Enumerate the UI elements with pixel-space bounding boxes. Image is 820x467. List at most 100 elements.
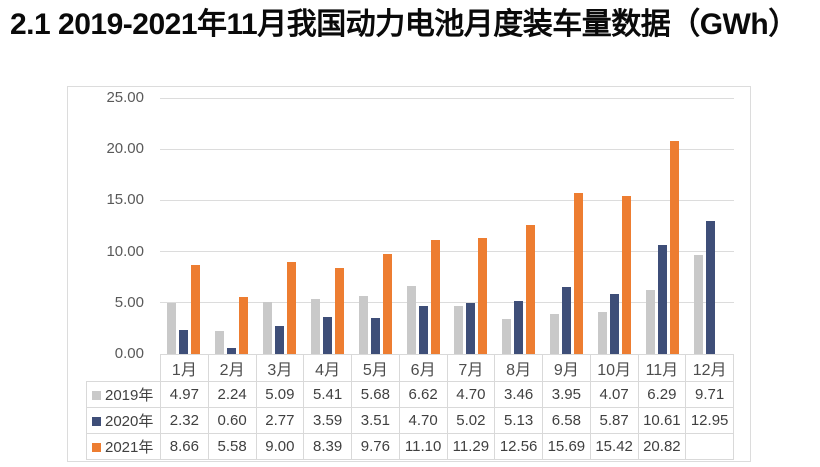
month-header-cell: 7月 (446, 354, 496, 382)
chart-bar (215, 331, 225, 354)
month-header-cell: 4月 (303, 354, 352, 382)
month-header-cell: 5月 (351, 354, 400, 382)
chart-bar (574, 193, 584, 354)
gridline (160, 199, 734, 201)
series-label-cell: 2019年 (86, 381, 161, 408)
legend-color-swatch (92, 417, 101, 426)
chart-bar (562, 287, 572, 354)
chart-bar (454, 306, 464, 354)
series-row: 2021年 8.66 5.58 9.00 8.39 9.76 11.10 11.29 12.56… (86, 433, 734, 460)
chart-bar (322, 317, 332, 354)
value-cell: 4.70 (398, 407, 448, 434)
value-cell: 4.07 (589, 381, 639, 408)
series-row: 2019年 4.97 2.24 5.09 5.41 5.68 6.62 4.70 3.46 3.9… (86, 381, 734, 408)
month-header-cell: 11月 (637, 354, 687, 382)
chart-bar (705, 221, 715, 354)
chart-bar (514, 301, 524, 354)
value-cell: 3.59 (303, 407, 352, 434)
value-cell: 5.13 (494, 407, 543, 434)
value-cell: 3.95 (542, 381, 591, 408)
month-header-cell: 9月 (542, 354, 591, 382)
month-header-cell: 3月 (255, 354, 305, 382)
value-cell: 4.97 (160, 381, 209, 408)
y-axis-tick-label: 5.00 (114, 293, 144, 311)
value-cell: 9.00 (255, 433, 305, 460)
chart-bar (502, 319, 512, 354)
chart-bar (227, 348, 237, 354)
chart-bar (550, 314, 560, 354)
value-cell (685, 433, 734, 460)
value-cell: 11.10 (398, 433, 448, 460)
month-header-row: 1月 2月 3月 4月 5月 6月 7月 8月 9月 10月 11月 12月 (87, 354, 734, 382)
month-header-cell: 12月 (685, 354, 734, 382)
value-cell: 2.32 (160, 407, 209, 434)
value-cell: 5.09 (255, 381, 305, 408)
value-cell: 3.46 (494, 381, 543, 408)
chart-bar (334, 268, 344, 354)
legend-color-swatch (92, 391, 101, 400)
month-header-cell: 2月 (207, 354, 257, 382)
gridline (160, 97, 734, 99)
chart-bar (526, 225, 536, 354)
value-cell: 5.68 (351, 381, 400, 408)
gridline (160, 148, 734, 150)
chart-bar (287, 262, 297, 354)
y-axis-tick-label: 10.00 (106, 242, 144, 260)
value-cell: 11.29 (446, 433, 496, 460)
page-title: 2.1 2019-2021年11月我国动力电池月度装车量数据（GWh） (10, 8, 798, 41)
value-cell: 8.39 (303, 433, 352, 460)
chart-bar (693, 255, 703, 354)
value-cell: 5.41 (303, 381, 352, 408)
y-axis-tick-label: 15.00 (106, 191, 144, 209)
y-axis-tick-label: 20.00 (106, 140, 144, 158)
chart-bar (263, 302, 273, 354)
chart-bar (191, 265, 201, 354)
value-cell: 6.58 (542, 407, 591, 434)
value-cell: 5.58 (207, 433, 257, 460)
chart-bar (179, 330, 189, 354)
value-cell: 8.66 (160, 433, 209, 460)
value-cell: 12.95 (685, 407, 734, 434)
chart-bar (609, 294, 619, 354)
chart-bar (597, 312, 607, 354)
y-axis-tick-label: 0.00 (114, 345, 144, 362)
value-cell: 9.76 (351, 433, 400, 460)
chart-bar (358, 296, 368, 354)
chart-bar (406, 286, 416, 354)
month-header-cell: 8月 (494, 354, 543, 382)
month-header-cell: 1月 (160, 354, 209, 382)
value-cell: 15.69 (542, 433, 591, 460)
chart-bar (239, 297, 249, 354)
value-cell: 2.24 (207, 381, 257, 408)
chart-bar (657, 245, 667, 354)
series-label-cell: 2021年 (86, 433, 161, 460)
value-cell: 20.82 (637, 433, 687, 460)
chart-bar (275, 326, 285, 354)
value-cell: 2.77 (255, 407, 305, 434)
value-cell: 9.71 (685, 381, 734, 408)
value-cell: 3.51 (351, 407, 400, 434)
chart-bar (310, 299, 320, 354)
chart-bar (478, 238, 488, 354)
data-table: 1月 2月 3月 4月 5月 6月 7月 8月 9月 10月 11月 12月 2019年 4.97 2.24… (86, 354, 734, 460)
value-cell: 12.56 (494, 433, 543, 460)
chart-bar (430, 240, 440, 354)
chart-bar (621, 196, 631, 354)
value-cell: 4.70 (446, 381, 496, 408)
y-axis-tick-label: 25.00 (106, 89, 144, 106)
chart-bar (645, 290, 655, 354)
series-name: 2020年 (105, 413, 154, 430)
chart-container: 0.00 5.00 10.00 15.00 20.00 25.00 1月 2月 3月 4月 5月 6月… (67, 86, 751, 462)
chart-bar (418, 306, 428, 354)
value-cell: 5.87 (589, 407, 639, 434)
legend-color-swatch (92, 443, 101, 452)
series-label-cell: 2020年 (86, 407, 161, 434)
chart-bar (382, 254, 392, 354)
chart-bar (466, 303, 476, 354)
gridline (160, 251, 734, 253)
series-name: 2019年 (105, 387, 154, 404)
value-cell: 10.61 (637, 407, 687, 434)
month-header-cell: 10月 (589, 354, 639, 382)
value-cell: 5.02 (446, 407, 496, 434)
chart-bar (370, 318, 380, 354)
